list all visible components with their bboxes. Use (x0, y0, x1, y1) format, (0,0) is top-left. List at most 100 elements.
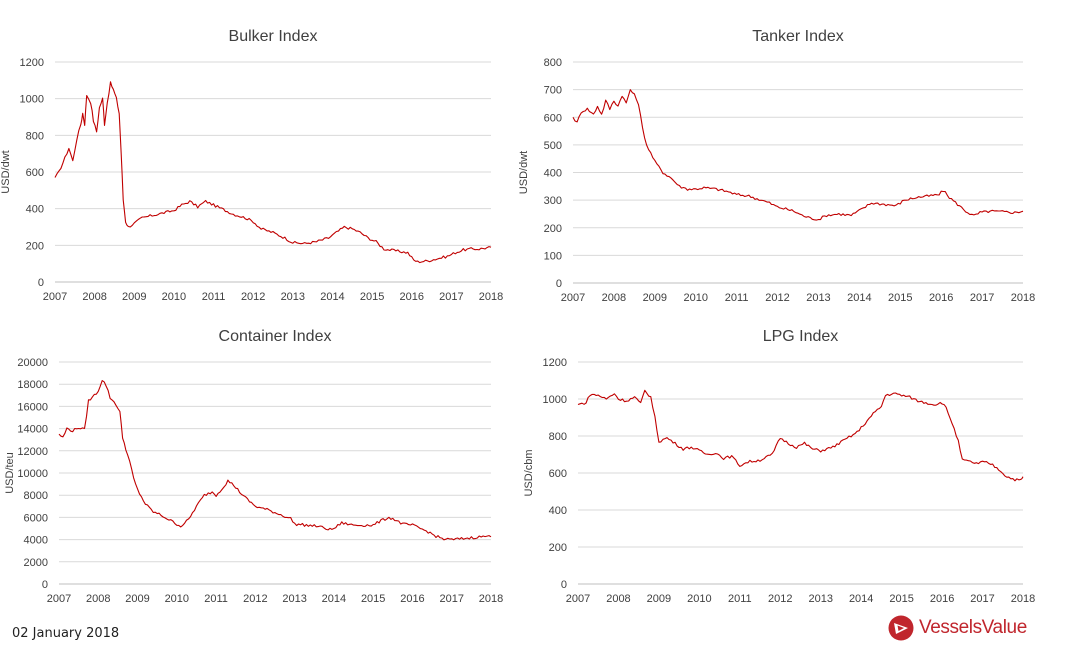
x-tick-label: 2012 (243, 593, 267, 605)
y-tick-label: 12000 (17, 446, 48, 458)
x-tick-label: 2008 (86, 593, 110, 605)
y-tick-label: 14000 (17, 424, 48, 436)
x-tick-label: 2016 (400, 593, 424, 605)
y-tick-label: 0 (42, 579, 48, 591)
x-tick-label: 2017 (970, 292, 994, 304)
y-tick-label: 16000 (17, 401, 48, 413)
y-tick-label: 1200 (20, 57, 44, 69)
y-tick-label: 1000 (543, 394, 567, 406)
vesselsvalue-logo: VesselsValue (888, 614, 1027, 642)
y-tick-label: 1000 (20, 94, 44, 106)
x-tick-label: 2018 (479, 593, 503, 605)
y-tick-label: 10000 (17, 468, 48, 480)
series-line (54, 81, 492, 264)
x-tick-label: 2010 (165, 593, 189, 605)
x-tick-label: 2010 (687, 593, 711, 605)
y-tick-label: 6000 (24, 512, 48, 524)
x-tick-label: 2013 (806, 292, 830, 304)
y-tick-label: 700 (544, 85, 562, 97)
x-tick-label: 2010 (162, 291, 186, 303)
chart-title: Tanker Index (752, 28, 844, 45)
chart-tanker-index: Tanker Index 0 100 200 300 400 500 600 700 800 200… (518, 28, 1035, 304)
x-tick-label: 2009 (125, 593, 149, 605)
x-tick-label: 2009 (122, 291, 146, 303)
y-tick-label: 0 (556, 278, 562, 290)
x-tick-label: 2009 (647, 593, 671, 605)
chart-title: LPG Index (763, 328, 839, 345)
y-axis-label: USD/dwt (518, 151, 530, 194)
x-tick-label: 2018 (1011, 593, 1035, 605)
x-tick-label: 2018 (1011, 292, 1035, 304)
x-tick-label: 2018 (479, 291, 503, 303)
x-tick-label: 2013 (281, 291, 305, 303)
x-tick-label: 2012 (765, 292, 789, 304)
y-tick-label: 1200 (543, 357, 567, 369)
chart-title: Bulker Index (229, 28, 318, 45)
y-tick-label: 500 (544, 140, 562, 152)
y-axis-label: USD/dwt (0, 150, 12, 193)
x-tick-label: 2014 (847, 292, 871, 304)
x-tick-label: 2011 (728, 593, 752, 605)
y-tick-label: 200 (549, 542, 567, 554)
x-tick-label: 2012 (768, 593, 792, 605)
y-axis-label: USD/teu (4, 452, 16, 494)
y-tick-label: 400 (26, 204, 44, 216)
series-line (58, 380, 492, 541)
x-tick-label: 2008 (82, 291, 106, 303)
x-tick-label: 2016 (399, 291, 423, 303)
y-tick-label: 200 (26, 240, 44, 252)
x-tick-label: 2014 (322, 593, 346, 605)
x-tick-label: 2011 (204, 593, 228, 605)
x-tick-label: 2013 (808, 593, 832, 605)
x-tick-label: 2007 (43, 291, 67, 303)
x-tick-label: 2011 (202, 291, 226, 303)
x-tick-label: 2007 (47, 593, 71, 605)
x-tick-label: 2017 (970, 593, 994, 605)
x-tick-label: 2015 (889, 593, 913, 605)
y-tick-label: 800 (549, 431, 567, 443)
x-tick-label: 2014 (849, 593, 873, 605)
y-tick-label: 400 (549, 505, 567, 517)
x-tick-label: 2014 (320, 291, 344, 303)
y-tick-label: 8000 (24, 490, 48, 502)
brand-name: VesselsValue (919, 617, 1027, 638)
x-tick-label: 2011 (725, 292, 749, 304)
y-axis-label: USD/cbm (523, 449, 535, 496)
y-tick-label: 18000 (17, 379, 48, 391)
y-tick-label: 0 (561, 579, 567, 591)
series-line (577, 389, 1024, 482)
chart-lpg-index: LPG Index 0 200 400 600 800 1000 1200 2007 2008 20… (523, 328, 1035, 605)
y-tick-label: 600 (26, 167, 44, 179)
y-tick-label: 100 (544, 250, 562, 262)
y-tick-label: 20000 (17, 357, 48, 369)
x-tick-label: 2010 (683, 292, 707, 304)
x-tick-label: 2015 (888, 292, 912, 304)
x-tick-label: 2015 (360, 291, 384, 303)
chart-title: Container Index (219, 328, 332, 345)
y-tick-label: 600 (549, 468, 567, 480)
x-tick-label: 2007 (566, 593, 590, 605)
y-tick-label: 300 (544, 195, 562, 207)
x-tick-label: 2007 (561, 292, 585, 304)
x-tick-label: 2008 (606, 593, 630, 605)
y-tick-label: 2000 (24, 557, 48, 569)
x-tick-label: 2017 (439, 593, 463, 605)
x-tick-label: 2017 (439, 291, 463, 303)
y-tick-label: 400 (544, 168, 562, 180)
y-tick-label: 4000 (24, 535, 48, 547)
y-tick-label: 0 (38, 277, 44, 289)
x-tick-label: 2008 (602, 292, 626, 304)
x-tick-label: 2015 (361, 593, 385, 605)
y-tick-label: 800 (26, 130, 44, 142)
x-tick-label: 2016 (929, 292, 953, 304)
x-tick-label: 2013 (282, 593, 306, 605)
date-label: 02 January 2018 (12, 626, 120, 641)
chart-bulker-index: Bulker Index 0 200 400 600 800 1000 1200 2007 200… (0, 28, 503, 303)
y-tick-label: 800 (544, 57, 562, 69)
y-tick-label: 600 (544, 112, 562, 124)
series-line (572, 89, 1024, 221)
y-tick-label: 200 (544, 223, 562, 235)
vesselsvalue-logo-icon (888, 615, 914, 641)
chart-container-index: Container Index 0 2000 4000 6000 8000 10000 120… (4, 328, 503, 605)
